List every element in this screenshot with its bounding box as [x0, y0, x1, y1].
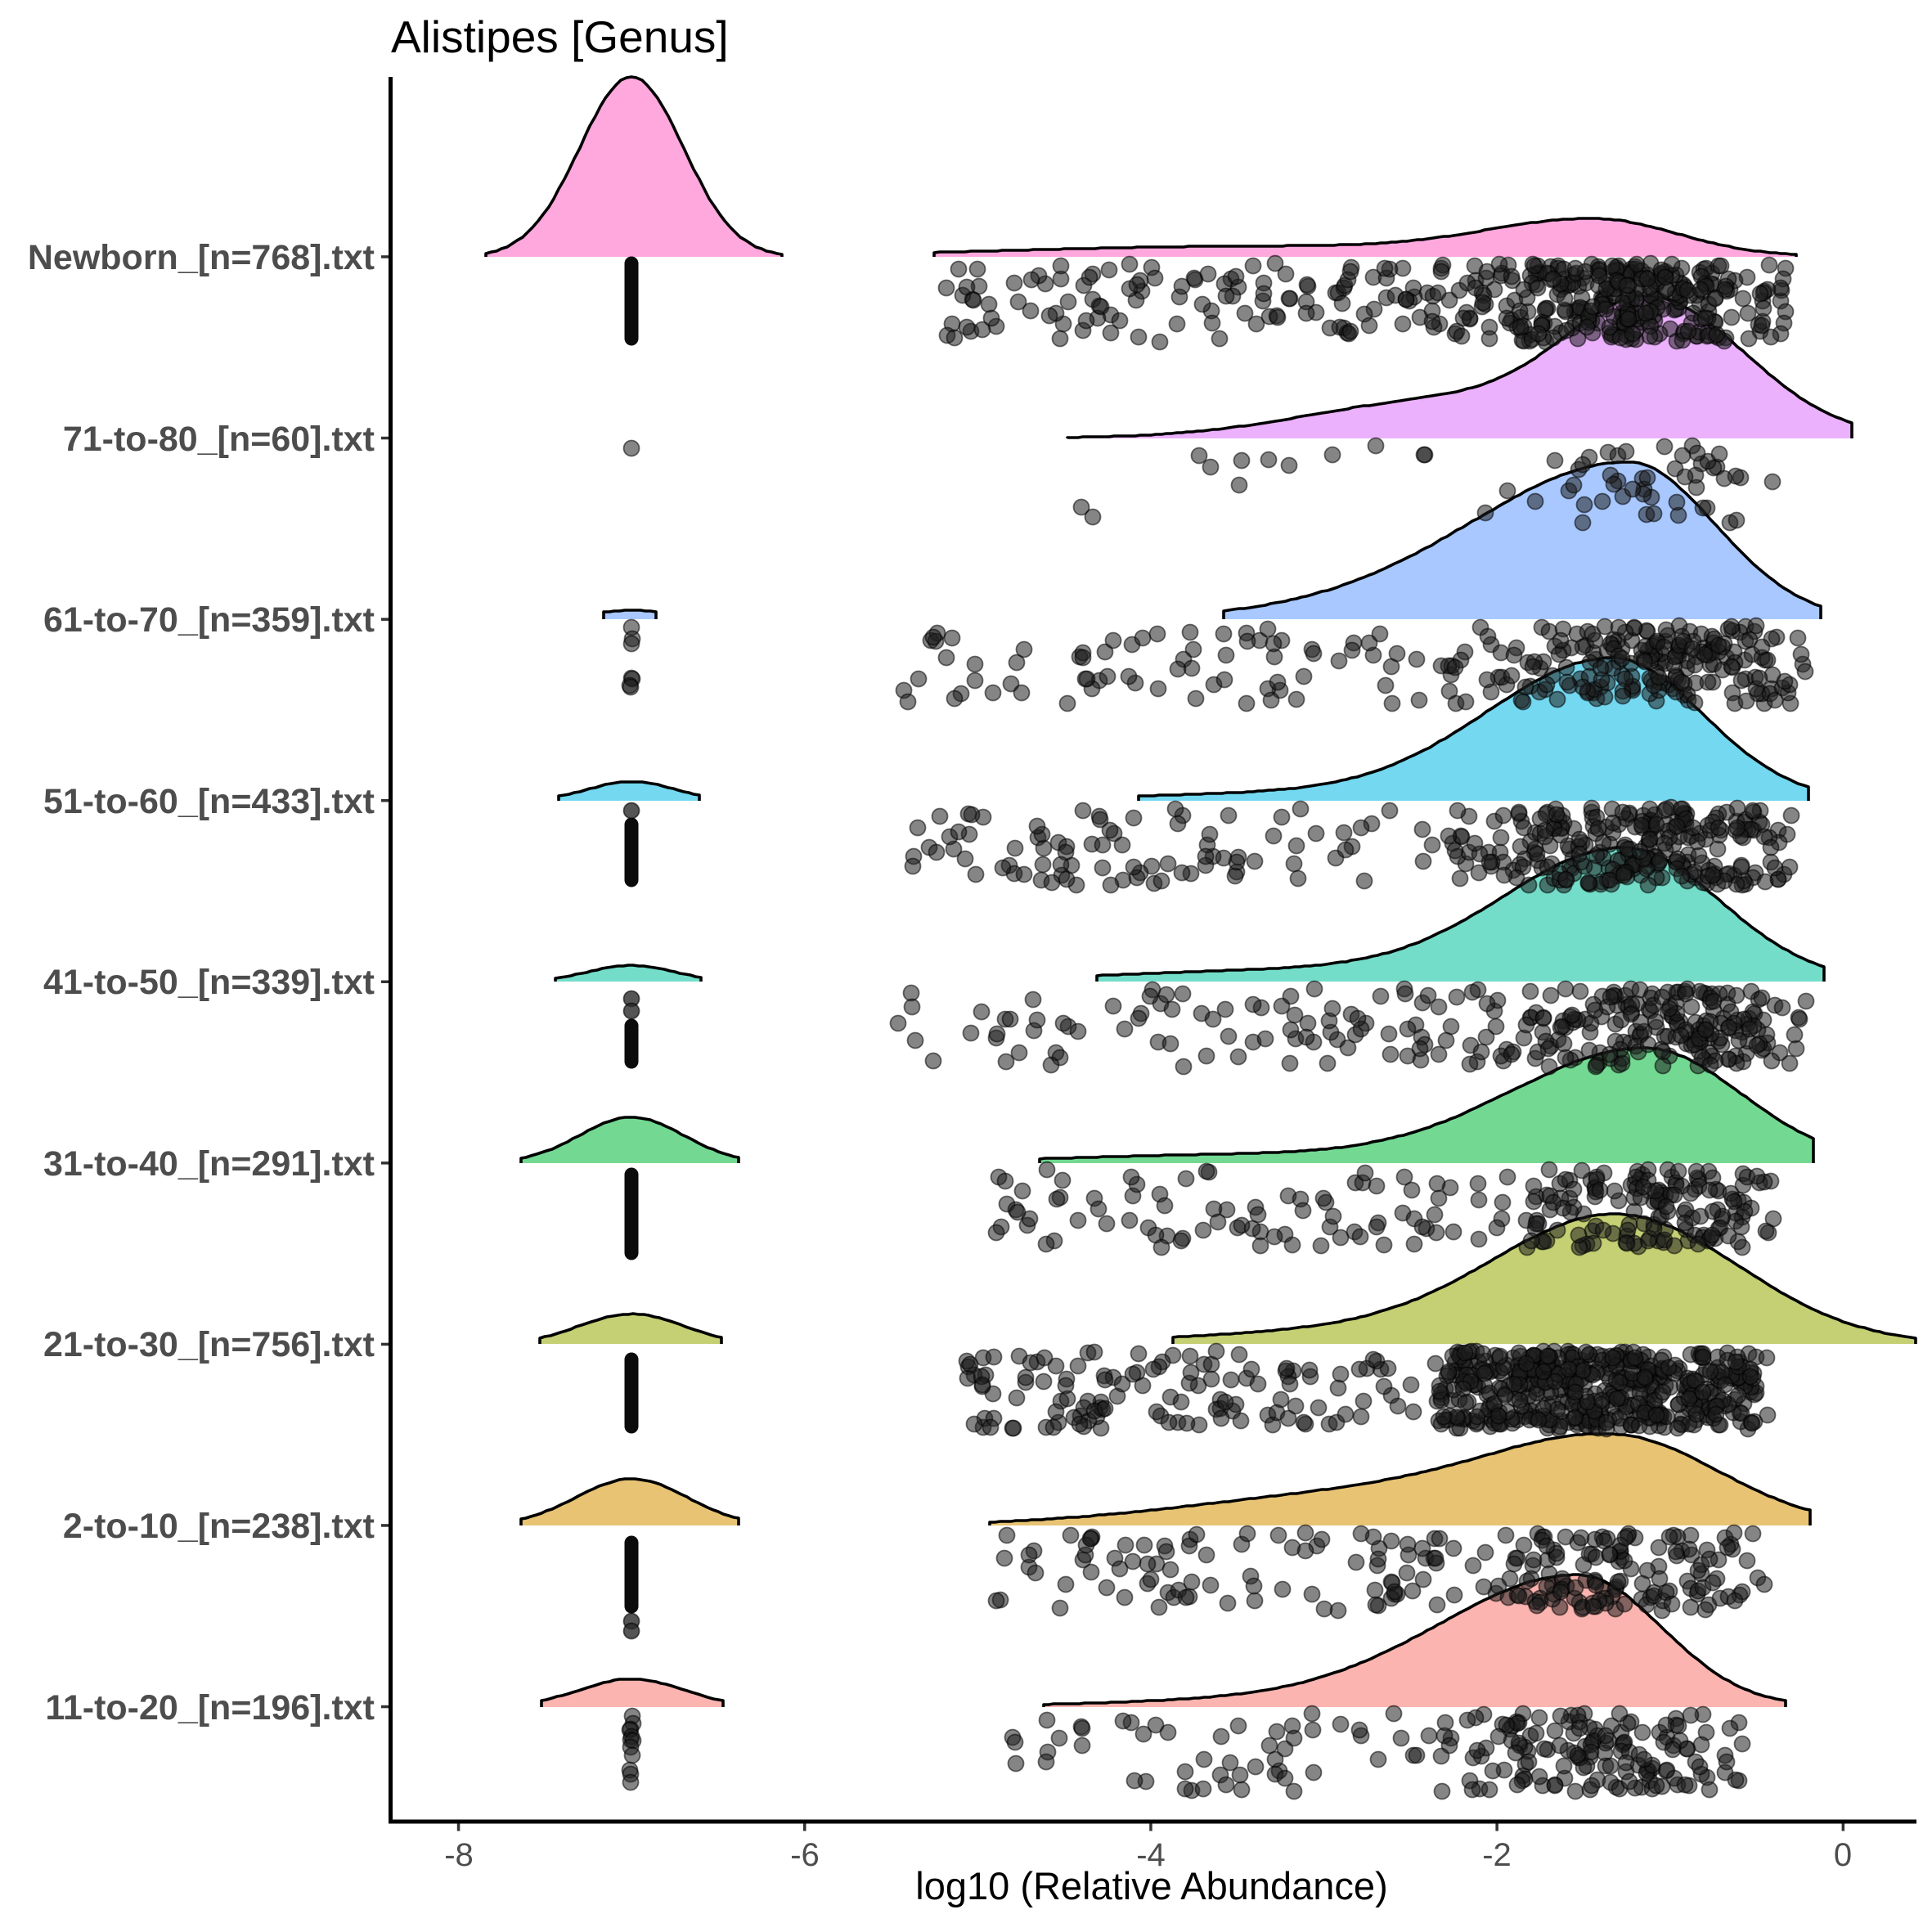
svg-text:Alistipes [Genus]: Alistipes [Genus] — [391, 11, 729, 62]
svg-text:0: 0 — [1834, 1837, 1852, 1873]
svg-text:71-to-80_[n=60].txt: 71-to-80_[n=60].txt — [63, 420, 375, 459]
svg-text:-8: -8 — [444, 1837, 474, 1873]
svg-text:log10 (Relative Abundance): log10 (Relative Abundance) — [915, 1864, 1387, 1907]
svg-text:31-to-40_[n=291].txt: 31-to-40_[n=291].txt — [43, 1144, 375, 1184]
svg-text:2-to-10_[n=238].txt: 2-to-10_[n=238].txt — [63, 1507, 375, 1546]
svg-text:41-to-50_[n=339].txt: 41-to-50_[n=339].txt — [43, 963, 375, 1002]
svg-text:-6: -6 — [790, 1837, 820, 1873]
svg-text:61-to-70_[n=359].txt: 61-to-70_[n=359].txt — [43, 600, 375, 640]
svg-text:Newborn_[n=768].txt: Newborn_[n=768].txt — [28, 238, 375, 277]
svg-text:51-to-60_[n=433].txt: 51-to-60_[n=433].txt — [43, 782, 375, 821]
svg-text:-4: -4 — [1136, 1837, 1166, 1873]
svg-text:-2: -2 — [1482, 1837, 1512, 1873]
svg-text:11-to-20_[n=196].txt: 11-to-20_[n=196].txt — [45, 1688, 375, 1728]
svg-text:21-to-30_[n=756].txt: 21-to-30_[n=756].txt — [43, 1325, 375, 1364]
